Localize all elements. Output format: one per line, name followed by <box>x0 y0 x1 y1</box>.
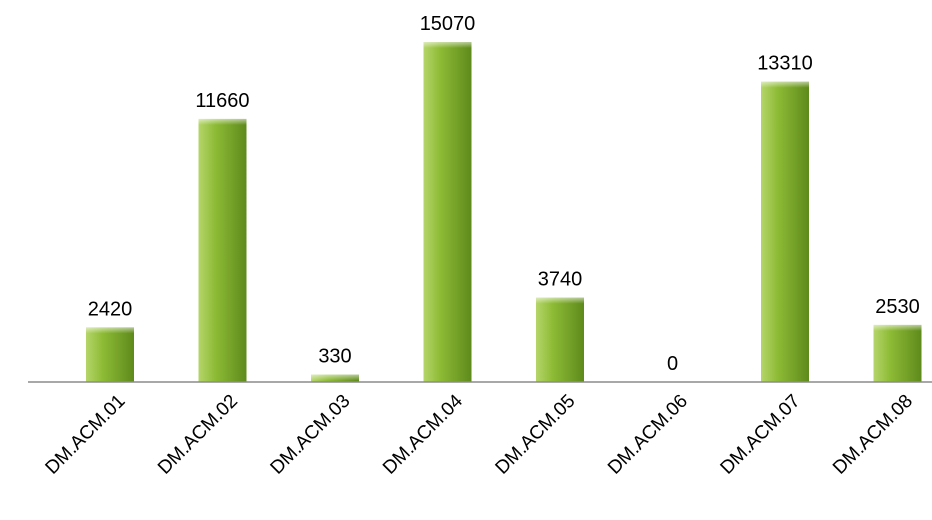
bars-layer <box>86 42 922 383</box>
data-label: 11660 <box>195 90 249 112</box>
data-label: 2420 <box>88 298 133 320</box>
x-tick-label: DM.ACM.08 <box>829 391 917 479</box>
bar <box>536 297 584 382</box>
data-label: 2530 <box>875 296 920 318</box>
data-label: 13310 <box>757 53 813 75</box>
bar <box>311 374 359 382</box>
bar-body <box>86 327 134 382</box>
bar-highlight <box>86 327 134 334</box>
bar-highlight <box>198 118 247 125</box>
bar-body <box>198 118 247 383</box>
data-label: 3740 <box>538 269 583 291</box>
bar <box>86 327 134 382</box>
x-tick-label: DM.ACM.02 <box>154 391 242 479</box>
x-tick-labels-layer: DM.ACM.01 DM.ACM.02 DM.ACM.03 DM.ACM.04 DM.A… <box>42 390 918 478</box>
bar <box>198 118 247 383</box>
x-tick-label: DM.ACM.07 <box>717 391 805 479</box>
data-label: 0 <box>667 353 678 375</box>
bar-highlight <box>536 297 584 304</box>
bar <box>423 42 472 382</box>
bar <box>761 81 809 382</box>
bar-body <box>423 42 472 382</box>
bar-highlight <box>423 42 472 48</box>
x-tick-label: DM.ACM.03 <box>267 391 355 479</box>
bar-highlight <box>311 374 359 381</box>
data-label: 330 <box>318 346 351 368</box>
data-label: 15070 <box>420 13 476 35</box>
bar <box>873 324 922 382</box>
bar-body <box>761 81 809 382</box>
bar-body <box>873 324 922 382</box>
x-tick-label: DM.ACM.04 <box>379 390 467 478</box>
bar-body <box>536 297 584 382</box>
bar-highlight <box>873 324 922 331</box>
bar-highlight <box>761 81 809 88</box>
x-tick-label: DM.ACM.05 <box>492 391 580 479</box>
data-labels-layer: 2420 11660 330 15070 3740 0 13310 2530 <box>88 13 920 375</box>
x-tick-label: DM.ACM.06 <box>604 391 692 479</box>
x-tick-label: DM.ACM.01 <box>42 391 130 479</box>
